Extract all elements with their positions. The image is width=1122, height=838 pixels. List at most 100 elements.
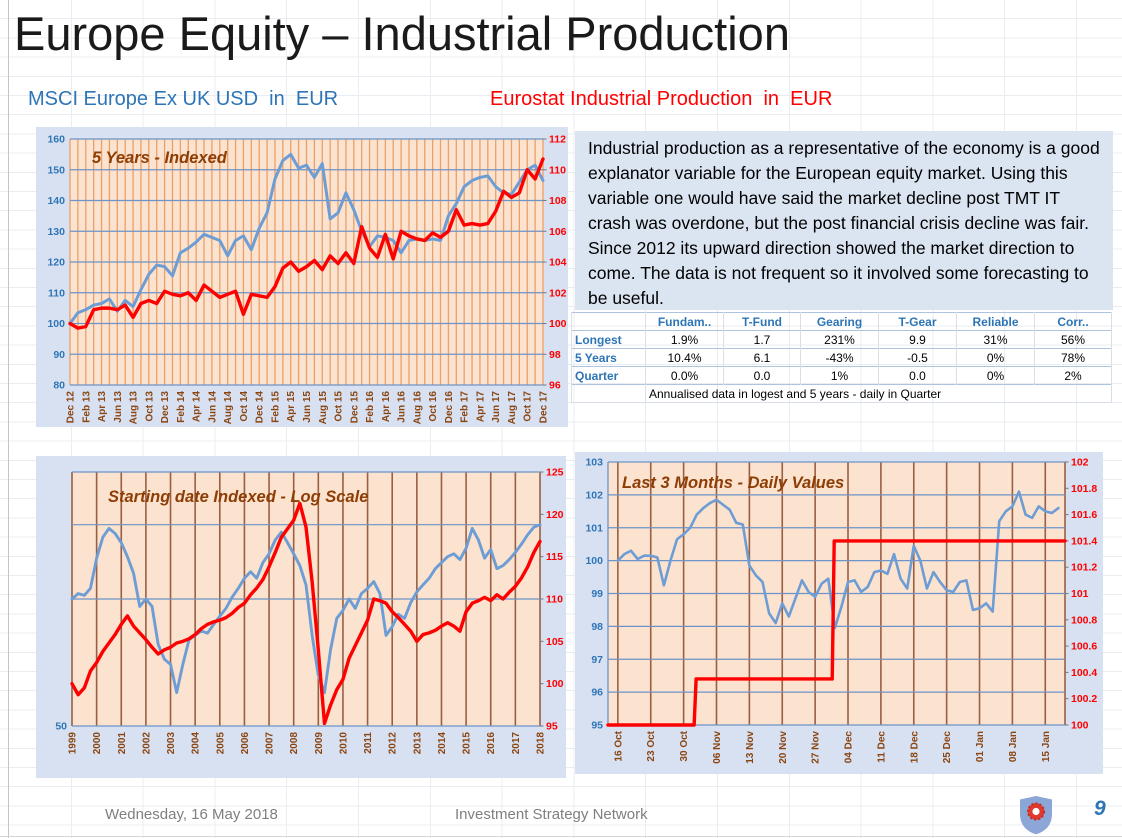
svg-text:08 Jan: 08 Jan — [1008, 731, 1019, 762]
svg-text:101.2: 101.2 — [1071, 562, 1097, 574]
svg-text:15 Jan: 15 Jan — [1041, 731, 1052, 762]
caption-blank-cell — [571, 384, 646, 403]
svg-text:Apr 16: Apr 16 — [381, 391, 392, 423]
svg-text:100.8: 100.8 — [1071, 614, 1097, 626]
5years-reliable: 0% — [956, 348, 1035, 367]
svg-text:120: 120 — [546, 509, 564, 521]
five-year-chart[interactable]: 160 150 140 130 120 110 100 90 80 112 110 108 106 104… — [36, 127, 568, 427]
svg-text:2009: 2009 — [314, 732, 325, 755]
legend-equity-label: MSCI Europe Ex UK USD in EUR — [28, 88, 339, 110]
svg-text:110: 110 — [549, 164, 566, 176]
svg-text:2008: 2008 — [289, 732, 300, 755]
svg-text:50: 50 — [55, 721, 67, 733]
svg-text:Apr 14: Apr 14 — [192, 391, 203, 423]
quarter-gearing: 1% — [800, 366, 879, 385]
quarter-fundam: 0.0% — [645, 366, 724, 385]
svg-text:Aug 13: Aug 13 — [129, 391, 140, 425]
svg-text:01 Jan: 01 Jan — [975, 731, 986, 762]
svg-text:100: 100 — [549, 318, 567, 330]
svg-text:103: 103 — [585, 457, 603, 469]
5years-tgear: -0.5 — [878, 348, 957, 367]
svg-text:Jun 17: Jun 17 — [491, 391, 502, 423]
svg-text:Last 3 Months - Daily Values: Last 3 Months - Daily Values — [622, 474, 844, 492]
svg-text:98: 98 — [591, 621, 603, 633]
stats-header-corr: Corr.. — [1034, 312, 1112, 331]
longest-tgear: 9.9 — [878, 330, 957, 349]
commentary-box[interactable]: Industrial production as a representativ… — [575, 131, 1113, 310]
legend-production-label: Eurostat Industrial Production in EUR — [490, 88, 833, 110]
stats-header-tgear: T-Gear — [878, 312, 957, 331]
svg-text:125: 125 — [546, 467, 564, 479]
svg-text:101: 101 — [1071, 588, 1089, 600]
svg-text:Dec 17: Dec 17 — [539, 391, 550, 424]
svg-text:2007: 2007 — [265, 732, 276, 755]
daily-chart-panel[interactable]: 103 102 101 100 99 98 97 96 95 102 101.8 101.6 101.4… — [575, 452, 1103, 774]
log-scale-chart-panel[interactable]: 50 125 120 115 110 105 100 95 1999 2000 2001 2002 20… — [36, 456, 566, 778]
svg-text:98: 98 — [549, 349, 561, 361]
svg-text:150: 150 — [47, 164, 65, 176]
svg-text:Oct 16: Oct 16 — [428, 391, 439, 422]
longest-gearing: 231% — [800, 330, 879, 349]
longest-fundam: 1.9% — [645, 330, 724, 349]
svg-text:101.6: 101.6 — [1071, 509, 1097, 521]
svg-text:Feb 13: Feb 13 — [81, 391, 92, 423]
row-label-quarter: Quarter — [571, 366, 646, 385]
svg-text:100.6: 100.6 — [1071, 641, 1097, 653]
svg-text:Apr 13: Apr 13 — [97, 391, 108, 423]
daily-chart[interactable]: 103 102 101 100 99 98 97 96 95 102 101.8 101.6 101.4… — [575, 452, 1103, 774]
svg-text:Dec 16: Dec 16 — [444, 391, 455, 424]
svg-text:Aug 14: Aug 14 — [223, 391, 234, 425]
svg-text:Oct 14: Oct 14 — [239, 391, 250, 422]
svg-text:Dec 15: Dec 15 — [349, 391, 360, 424]
svg-text:2012: 2012 — [388, 732, 399, 755]
svg-text:120: 120 — [47, 257, 65, 269]
svg-text:2004: 2004 — [191, 732, 202, 755]
svg-text:Jun 16: Jun 16 — [397, 391, 408, 423]
svg-text:18 Dec: 18 Dec — [909, 731, 920, 764]
svg-text:Apr 17: Apr 17 — [475, 391, 486, 423]
svg-text:Feb 17: Feb 17 — [460, 391, 471, 423]
svg-text:100.4: 100.4 — [1071, 667, 1097, 679]
svg-text:Starting date Indexed - Log Sc: Starting date Indexed - Log Scale — [108, 488, 368, 506]
svg-text:04 Dec: 04 Dec — [844, 731, 855, 764]
footer-date: Wednesday, 16 May 2018 — [105, 806, 278, 823]
5years-fundam: 10.4% — [645, 348, 724, 367]
svg-text:Jun 13: Jun 13 — [113, 391, 124, 423]
svg-text:100: 100 — [546, 678, 564, 690]
svg-text:Oct 13: Oct 13 — [144, 391, 155, 422]
table-row-5years: 5 Years 10.4% 6.1 -43% -0.5 0% 78% — [571, 348, 1112, 367]
svg-text:2018: 2018 — [536, 732, 547, 755]
svg-text:104: 104 — [549, 257, 567, 269]
svg-text:20 Nov: 20 Nov — [778, 731, 789, 764]
svg-text:100.2: 100.2 — [1071, 693, 1097, 705]
page-title: Europe Equity – Industrial Production — [14, 7, 790, 60]
svg-text:90: 90 — [53, 349, 65, 361]
svg-text:115: 115 — [546, 551, 563, 563]
svg-text:2011: 2011 — [363, 732, 374, 754]
svg-text:112: 112 — [549, 134, 566, 146]
svg-text:Feb 15: Feb 15 — [270, 391, 281, 423]
svg-text:160: 160 — [47, 134, 65, 146]
svg-text:95: 95 — [546, 721, 558, 733]
stats-table[interactable]: Fundam.. T-Fund Gearing T-Gear Reliable … — [571, 312, 1112, 403]
svg-text:96: 96 — [591, 687, 603, 699]
stats-header-reliable: Reliable — [956, 312, 1035, 331]
svg-text:2010: 2010 — [338, 732, 349, 755]
svg-text:2006: 2006 — [240, 732, 251, 755]
svg-text:140: 140 — [47, 195, 65, 207]
svg-text:130: 130 — [47, 226, 65, 238]
svg-text:99: 99 — [591, 588, 603, 600]
svg-text:13 Nov: 13 Nov — [745, 731, 756, 764]
svg-text:100: 100 — [1071, 720, 1089, 732]
5years-tfund: 6.1 — [723, 348, 801, 367]
svg-text:06 Nov: 06 Nov — [712, 731, 723, 764]
page-number: 9 — [1094, 797, 1106, 820]
longest-corr: 56% — [1034, 330, 1112, 349]
svg-text:105: 105 — [546, 636, 564, 648]
svg-text:102: 102 — [1071, 457, 1089, 469]
row-label-longest: Longest — [571, 330, 646, 349]
svg-text:Feb 14: Feb 14 — [176, 391, 187, 423]
log-scale-chart[interactable]: 50 125 120 115 110 105 100 95 1999 2000 2001 2002 20… — [36, 456, 566, 778]
svg-text:101.8: 101.8 — [1071, 483, 1097, 495]
five-year-chart-panel[interactable]: 160 150 140 130 120 110 100 90 80 112 110 108 106 104… — [36, 127, 568, 427]
